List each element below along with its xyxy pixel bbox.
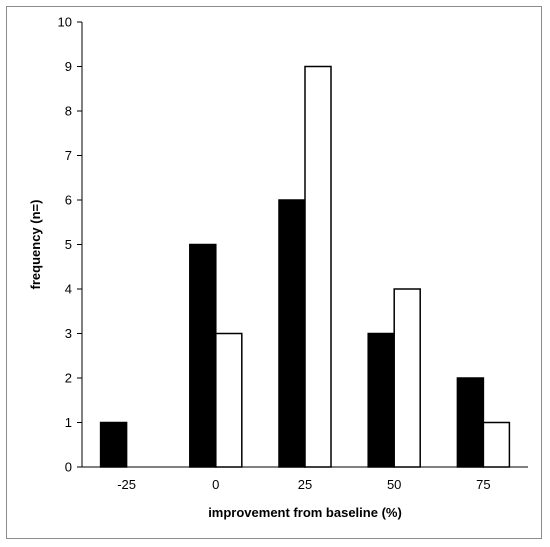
- y-tick-label: 1: [65, 415, 72, 430]
- y-tick-label: 3: [65, 326, 72, 341]
- y-tick-label: 4: [65, 282, 72, 297]
- y-tick-label: 5: [65, 237, 72, 252]
- x-tick-label: 0: [212, 477, 219, 492]
- x-axis-tick-labels: -25 0 25 50 75: [117, 477, 490, 492]
- y-axis-ticks: 0 1 2 3 4 5 6 7 8 9 10: [58, 15, 82, 475]
- y-tick-label: 9: [65, 59, 72, 74]
- x-tick-label: 25: [298, 477, 312, 492]
- bar-open-75: [482, 421, 511, 468]
- x-axis-title: improvement from baseline (%): [208, 505, 402, 520]
- bar-filled-0: [189, 243, 217, 468]
- y-axis-title: frequency (n=): [28, 200, 43, 290]
- bar-open-50: [393, 288, 421, 468]
- bar-open-25: [304, 65, 332, 468]
- y-tick-label: 8: [65, 104, 72, 119]
- y-tick-label: 2: [65, 371, 72, 386]
- y-tick-label: 7: [65, 148, 72, 163]
- bars: [99, 65, 511, 468]
- x-tick-label: -25: [117, 477, 136, 492]
- x-tick-label: 50: [387, 477, 401, 492]
- bar-filled-75: [456, 377, 485, 468]
- bar-filled--25: [99, 421, 128, 468]
- y-tick-label: 10: [58, 15, 72, 30]
- y-tick-label: 0: [65, 460, 72, 475]
- bar-open-0: [215, 332, 243, 468]
- x-tick-label: 75: [476, 477, 490, 492]
- chart-frame: [6, 6, 542, 539]
- bar-filled-50: [367, 332, 395, 468]
- bar-filled-25: [278, 199, 306, 468]
- y-tick-label: 6: [65, 193, 72, 208]
